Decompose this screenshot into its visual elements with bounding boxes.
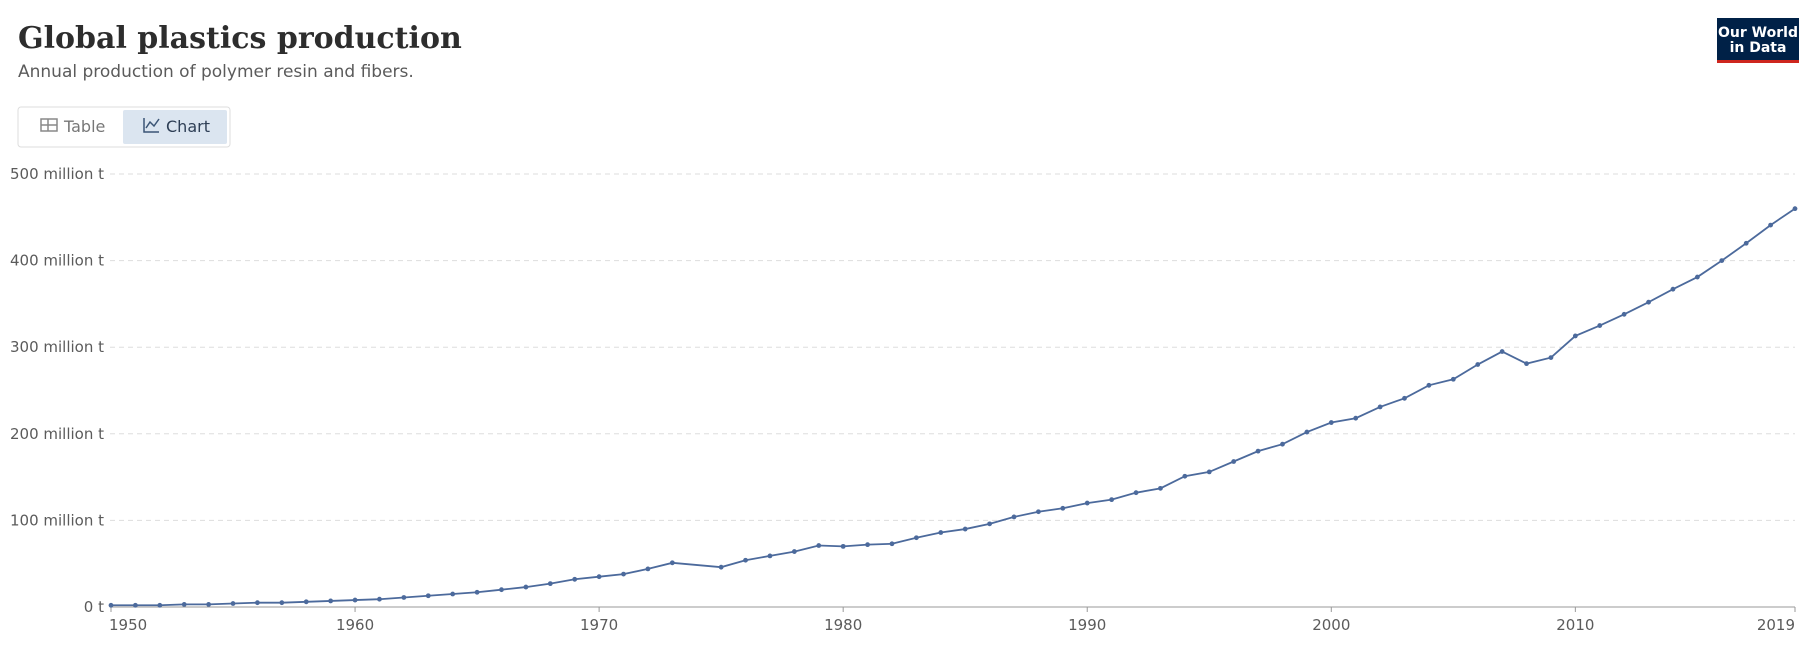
y-tick-label: 100 million t bbox=[10, 511, 104, 529]
y-tick-label: 0 t bbox=[84, 598, 104, 616]
point bbox=[328, 598, 334, 604]
y-tick-label: 500 million t bbox=[10, 165, 104, 183]
logo[interactable]: Our World in Data bbox=[1717, 18, 1799, 63]
x-tick-label: 2010 bbox=[1556, 616, 1594, 634]
point bbox=[352, 597, 358, 603]
point bbox=[645, 566, 651, 572]
chart-icon bbox=[143, 118, 159, 133]
point bbox=[108, 602, 114, 608]
y-tick-label: 200 million t bbox=[10, 425, 104, 443]
point bbox=[1792, 206, 1798, 212]
logo-bg bbox=[1717, 18, 1799, 60]
point bbox=[767, 553, 773, 559]
x-tick-label: 2019 bbox=[1757, 616, 1795, 634]
point bbox=[1743, 240, 1749, 246]
logo-bar bbox=[1717, 60, 1799, 63]
logo-text: in Data bbox=[1730, 40, 1787, 56]
point bbox=[1475, 362, 1481, 367]
x-tick-label: 1980 bbox=[824, 616, 862, 634]
tab-label: Table bbox=[63, 117, 105, 136]
point bbox=[718, 564, 724, 570]
chart-tab[interactable]: Chart bbox=[143, 117, 210, 136]
point bbox=[1353, 415, 1359, 421]
tab-active-bg bbox=[123, 110, 227, 144]
point bbox=[1280, 441, 1285, 447]
chart-title: Global plastics production bbox=[18, 21, 462, 56]
point bbox=[1036, 509, 1041, 515]
point bbox=[865, 542, 870, 548]
point bbox=[1133, 490, 1139, 496]
point bbox=[1524, 361, 1529, 367]
point bbox=[1597, 323, 1603, 328]
point bbox=[1231, 459, 1237, 464]
point bbox=[669, 560, 675, 566]
point bbox=[1719, 258, 1725, 263]
point bbox=[987, 521, 993, 527]
point bbox=[791, 549, 797, 554]
point bbox=[206, 602, 212, 607]
point bbox=[1694, 274, 1700, 280]
x-tick-label: 1950 bbox=[109, 616, 147, 634]
point bbox=[1328, 420, 1334, 425]
point bbox=[377, 596, 382, 602]
point bbox=[962, 526, 968, 532]
point bbox=[913, 535, 919, 541]
point bbox=[1426, 382, 1432, 388]
point bbox=[303, 599, 309, 605]
point bbox=[1255, 448, 1261, 454]
point bbox=[523, 584, 529, 590]
x-tick-label: 2000 bbox=[1312, 616, 1350, 634]
point bbox=[1670, 286, 1676, 292]
chart-subtitle: Annual production of polymer resin and f… bbox=[18, 62, 414, 82]
point bbox=[816, 543, 822, 548]
point bbox=[1548, 355, 1554, 360]
point bbox=[1060, 505, 1066, 511]
point bbox=[230, 601, 236, 606]
x-tick-label: 1960 bbox=[336, 616, 374, 634]
point bbox=[1206, 469, 1212, 475]
table-tab[interactable]: Table bbox=[40, 117, 105, 136]
point bbox=[621, 571, 626, 577]
point bbox=[1402, 395, 1407, 401]
y-tick-label: 400 million t bbox=[10, 252, 104, 270]
point bbox=[425, 593, 431, 599]
point bbox=[499, 587, 504, 593]
tab-label: Chart bbox=[166, 117, 210, 136]
point bbox=[157, 602, 163, 608]
point bbox=[474, 589, 480, 595]
point bbox=[1572, 333, 1578, 339]
point bbox=[1768, 222, 1773, 228]
point bbox=[279, 600, 285, 606]
point bbox=[1450, 376, 1456, 382]
point bbox=[938, 530, 944, 535]
point bbox=[1646, 299, 1651, 305]
point bbox=[743, 557, 748, 563]
point bbox=[596, 574, 602, 580]
point bbox=[1182, 473, 1188, 479]
point bbox=[840, 543, 846, 549]
point bbox=[401, 595, 407, 600]
point bbox=[1304, 429, 1310, 435]
point bbox=[133, 602, 138, 608]
point bbox=[1499, 349, 1505, 354]
point bbox=[1158, 485, 1163, 491]
point bbox=[450, 591, 456, 597]
point bbox=[889, 541, 895, 547]
point bbox=[181, 602, 187, 607]
point bbox=[1621, 311, 1627, 317]
point bbox=[1377, 404, 1383, 410]
line bbox=[111, 207, 1796, 607]
x-tick-label: 1990 bbox=[1068, 616, 1106, 634]
logo-text: Our World bbox=[1718, 25, 1798, 41]
point bbox=[1084, 500, 1090, 506]
chart-icon bbox=[145, 118, 160, 129]
point bbox=[572, 576, 578, 582]
y-tick-label: 300 million t bbox=[10, 338, 104, 356]
point bbox=[1109, 497, 1115, 503]
point bbox=[1011, 514, 1017, 520]
point bbox=[547, 581, 553, 587]
x-tick-label: 1970 bbox=[580, 616, 618, 634]
point bbox=[255, 600, 260, 606]
